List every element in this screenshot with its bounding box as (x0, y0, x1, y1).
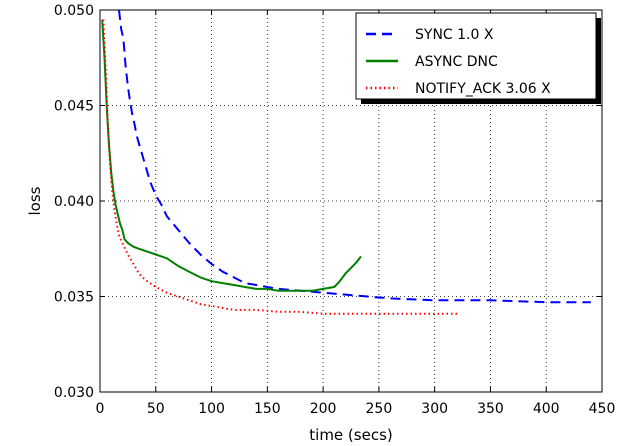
y-axis-label: loss (26, 186, 44, 215)
x-tick-label: 450 (589, 401, 616, 417)
y-tick-label: 0.040 (54, 194, 94, 210)
legend: SYNC 1.0 X ASYNC DNC NOTIFY_ACK 3.06 X (355, 12, 601, 104)
x-tick-label: 0 (96, 401, 105, 417)
legend-items: SYNC 1.0 X ASYNC DNC NOTIFY_ACK 3.06 X (366, 27, 551, 97)
x-tick-label: 350 (477, 401, 504, 417)
x-tick-label: 100 (198, 401, 225, 417)
series-line-sync-1-0-x (118, 9, 591, 304)
x-tick-label: 150 (254, 401, 281, 417)
y-tick-label: 0.030 (54, 385, 94, 401)
y-tick-label: 0.035 (54, 290, 94, 306)
x-tick-label: 250 (366, 401, 393, 417)
series-line-notify-ack-3-06-x (102, 19, 457, 315)
x-axis-label: time (secs) (309, 426, 392, 444)
x-tick-label: 200 (310, 401, 337, 417)
x-tick-label: 300 (421, 401, 448, 417)
legend-label: NOTIFY_ACK 3.06 X (415, 81, 551, 97)
x-tick-label: 400 (533, 401, 560, 417)
legend-box (355, 12, 597, 100)
legend-label: ASYNC DNC (415, 54, 498, 70)
y-tick-label: 0.045 (54, 99, 94, 115)
x-tick-label: 50 (147, 401, 165, 417)
series-line-async-dnc (101, 19, 362, 292)
y-tick-label: 0.050 (54, 3, 94, 19)
tick-labels: 0 50 100 150 200 250 300 350 400 450 0.030 0.035 0.0… (54, 3, 615, 417)
ticks (99, 9, 603, 393)
legend-label: SYNC 1.0 X (415, 27, 494, 43)
series-layer (101, 9, 591, 315)
